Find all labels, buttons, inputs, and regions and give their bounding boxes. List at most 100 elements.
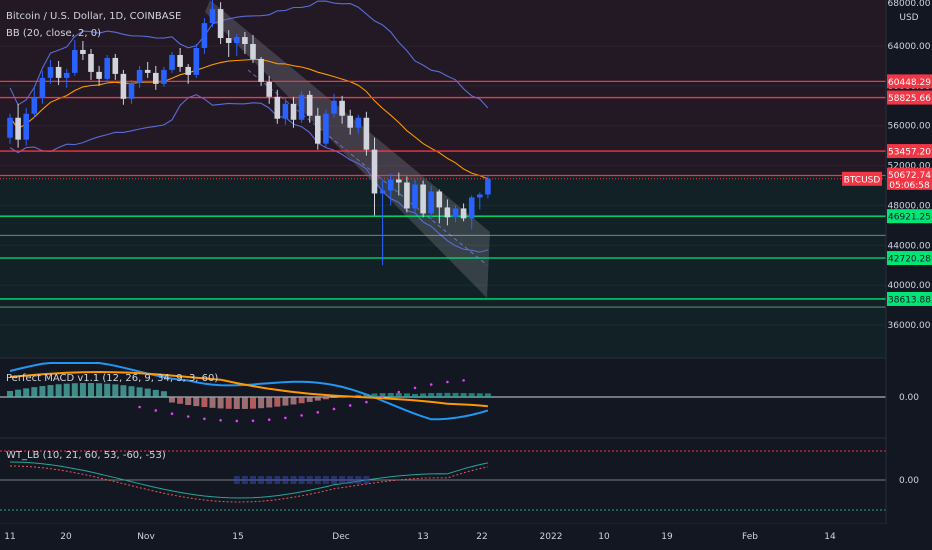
macd-dot [365, 400, 368, 404]
candle-body [428, 191, 434, 214]
bb-legend-text: BB (20, close, 2, 0) [6, 28, 101, 39]
wt-histogram-bar [266, 476, 273, 484]
resistance-price-label: 60448.29 [888, 78, 931, 88]
candle-body [258, 58, 264, 82]
macd-histogram-bar [177, 397, 184, 404]
candle-body [23, 113, 29, 140]
candle [88, 48, 94, 80]
candle-body [331, 100, 337, 114]
macd-histogram-bar [112, 384, 119, 397]
symbol-badge: BTCUSD [844, 175, 881, 185]
candle-body [452, 208, 459, 218]
current-price-label: 50672.74 [888, 171, 931, 181]
symbol-title: Bitcoin / U.S. Dollar, 1D, COINBASE [6, 11, 181, 22]
macd-histogram-bar [355, 394, 362, 397]
wt-legend-text: WT_LB (10, 21, 60, 53, -60, -53) [6, 450, 166, 461]
time-axis[interactable]: 11 20 Nov 15 Dec 13 22 2022 10 19 Feb 14 [0, 524, 932, 550]
price-tick-label: 64000.00 [888, 42, 931, 52]
resistance-price-label: 58825.66 [888, 94, 931, 104]
macd-histogram-bar [403, 393, 410, 397]
candle-body [298, 94, 305, 120]
macd-histogram-bar [15, 389, 22, 397]
wt-legend: WT_LB (10, 21, 60, 53, -60, -53) [6, 450, 166, 461]
candle-body [387, 179, 394, 191]
time-axis-label: 10 [598, 532, 610, 542]
macd-dot [203, 417, 206, 421]
candle-body [80, 49, 86, 54]
resistance-price-label-bg [887, 90, 932, 105]
candle [282, 97, 289, 125]
macd-dot [154, 409, 158, 412]
candle-body [379, 190, 386, 194]
candle-body [306, 94, 313, 116]
wt-histogram-bar [290, 476, 297, 484]
macd-histogram-bar [185, 397, 192, 406]
time-axis-label: Dec [332, 532, 349, 542]
candle [80, 41, 86, 60]
macd-histogram-bar [209, 397, 216, 408]
macd-histogram-bar [322, 397, 329, 400]
candle [23, 107, 29, 146]
candle [371, 137, 378, 216]
macd-dot [186, 415, 190, 418]
candle-body [55, 66, 62, 78]
time-axis-label: 22 [476, 532, 487, 542]
macd-histogram-bar [31, 387, 38, 397]
candle [144, 61, 151, 78]
macd-histogram-bar [23, 388, 30, 397]
candle-body [460, 208, 467, 219]
macd-dot [138, 405, 141, 409]
candle-body [209, 9, 216, 24]
macd-histogram-bar [444, 392, 451, 397]
macd-histogram-bar [71, 383, 78, 397]
support-price-label-bg [887, 209, 932, 224]
macd-dot [413, 386, 417, 390]
wt-histogram-bar [306, 476, 313, 484]
macd-histogram-bar [452, 392, 459, 397]
wt-histogram-bar [347, 476, 354, 484]
macd-dot [219, 418, 222, 422]
candle [72, 40, 78, 76]
candle-body [217, 9, 224, 39]
time-axis-label: 14 [824, 532, 836, 542]
candle [396, 172, 402, 196]
candle-body [128, 82, 135, 99]
macd-dot [348, 404, 352, 407]
channel-midline [247, 69, 488, 266]
macd-dot [462, 379, 465, 382]
candle [136, 65, 143, 88]
macd-histogram-bar [387, 393, 394, 397]
time-axis-label: 11 [4, 532, 15, 542]
macd-dot [267, 418, 271, 422]
macd-histogram-bar [160, 391, 167, 397]
wt-line-2 [9, 465, 489, 503]
macd-histogram-bar [136, 387, 143, 397]
candle-body [161, 69, 167, 84]
descending-channel [205, 0, 490, 298]
bb-basis [9, 58, 489, 180]
macd-histogram-bar [120, 385, 127, 397]
candle [420, 180, 426, 218]
wt-histogram-bar [355, 476, 362, 484]
candle-body [444, 207, 451, 218]
macd-histogram-bar [436, 392, 443, 397]
candle-body [88, 53, 94, 72]
candle-body [177, 54, 183, 67]
candle [128, 79, 135, 104]
macd-histogram-bar [169, 397, 175, 403]
candle [63, 68, 70, 88]
wt-histogram-bar [314, 476, 321, 484]
macd-histogram-bar [217, 397, 224, 409]
time-axis-label: 19 [661, 532, 673, 542]
candle-body [144, 69, 151, 73]
price-tick-label: 48000.00 [888, 201, 931, 211]
candle [298, 90, 305, 123]
candle [31, 86, 38, 118]
candle [185, 63, 191, 84]
candle-body [477, 194, 483, 198]
candle [306, 90, 313, 123]
candle-body [339, 100, 345, 116]
bb-lower-band [9, 94, 489, 253]
candle [193, 44, 200, 78]
